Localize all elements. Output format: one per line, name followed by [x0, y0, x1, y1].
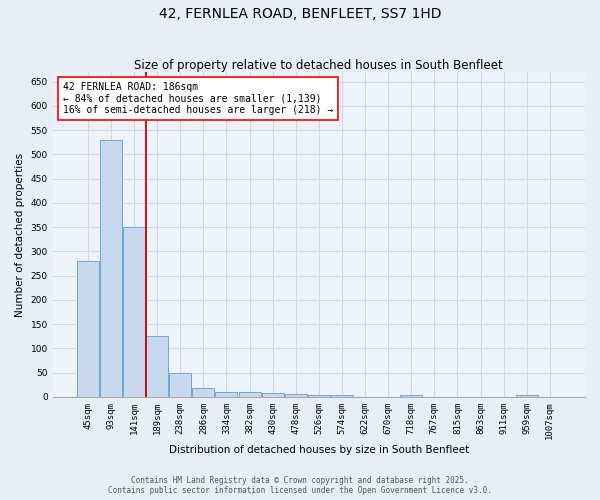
Title: Size of property relative to detached houses in South Benfleet: Size of property relative to detached ho…: [134, 59, 503, 72]
X-axis label: Distribution of detached houses by size in South Benfleet: Distribution of detached houses by size …: [169, 445, 469, 455]
Text: 42 FERNLEA ROAD: 186sqm
← 84% of detached houses are smaller (1,139)
16% of semi: 42 FERNLEA ROAD: 186sqm ← 84% of detache…: [64, 82, 334, 115]
Bar: [285, 394, 307, 397]
Text: Contains HM Land Registry data © Crown copyright and database right 2025.
Contai: Contains HM Land Registry data © Crown c…: [108, 476, 492, 495]
Bar: [331, 394, 353, 397]
Y-axis label: Number of detached properties: Number of detached properties: [15, 152, 25, 316]
Bar: [262, 393, 284, 397]
Bar: [516, 394, 538, 397]
Bar: [400, 394, 422, 397]
Bar: [146, 336, 168, 397]
Bar: [239, 392, 260, 397]
Bar: [77, 261, 99, 397]
Text: 42, FERNLEA ROAD, BENFLEET, SS7 1HD: 42, FERNLEA ROAD, BENFLEET, SS7 1HD: [159, 8, 441, 22]
Bar: [169, 372, 191, 397]
Bar: [308, 394, 330, 397]
Bar: [193, 388, 214, 397]
Bar: [100, 140, 122, 397]
Bar: [215, 392, 238, 397]
Bar: [123, 227, 145, 397]
